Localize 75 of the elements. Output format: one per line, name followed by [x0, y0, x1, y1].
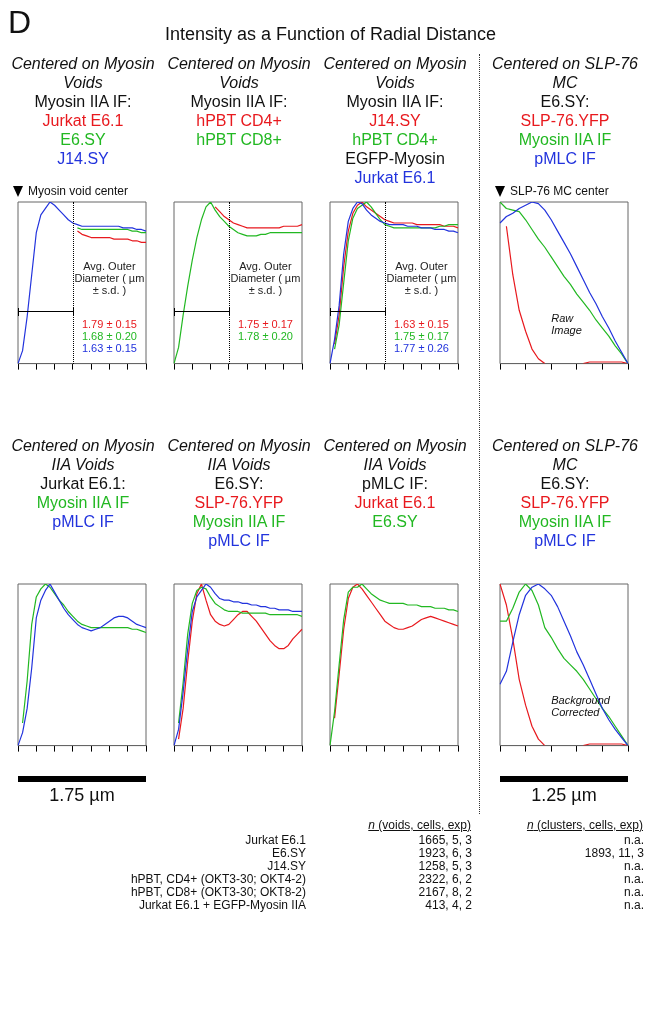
- chart-subtitle: E6.SY:: [539, 474, 591, 493]
- chart-subtitle: E6.SY:: [213, 474, 265, 493]
- text: Myosin IIA IF: [35, 493, 131, 512]
- chart-title: Centered on Myosin Voids: [166, 54, 312, 92]
- text: Myosin IIA IF: [517, 130, 613, 149]
- text: 1665, 5, 3: [417, 833, 472, 847]
- text: J14.SY: [266, 859, 306, 873]
- text: Myosin void center: [28, 184, 129, 198]
- text: pMLC IF: [533, 531, 597, 550]
- x-axis-title: 1.75 µm: [48, 785, 116, 806]
- text: n.a.: [623, 872, 644, 886]
- text: n.a.: [623, 859, 644, 873]
- chart-title: Centered on SLP-76 MC: [491, 54, 639, 92]
- chart-subtitle: Myosin IIA IF:: [345, 92, 445, 111]
- chart-subtitle: Jurkat E6.1:: [39, 474, 127, 493]
- annotation: 1.77 ± 0.26: [392, 342, 450, 355]
- text: Jurkat E6.1 + EGFP-Myosin IIA: [137, 898, 306, 912]
- text: SLP-76.YFP: [519, 493, 611, 512]
- x-axis-title: 1.25 µm: [530, 785, 598, 806]
- annotation: 1.63 ± 0.15: [392, 318, 450, 331]
- text: J14.SY: [368, 111, 422, 130]
- text: E6.SY: [371, 512, 419, 531]
- series-label: Jurkat E6.1: [353, 168, 437, 187]
- text: 413, 4, 2: [424, 898, 472, 912]
- text: hPBT CD4+: [195, 111, 283, 130]
- text: n.a.: [623, 885, 644, 899]
- text: J14.SY: [56, 149, 110, 168]
- annotation: 1.68 ± 0.20: [80, 330, 138, 343]
- chart-title: Centered on Myosin IIA Voids: [166, 436, 312, 474]
- annotation: 1.63 ± 0.15: [80, 342, 138, 355]
- text: Jurkat E6.1: [353, 493, 437, 512]
- annotation: 1.75 ± 0.17: [236, 318, 294, 331]
- chart-title: Centered on Myosin IIA Voids: [10, 436, 156, 474]
- text: hPBT CD8+: [195, 130, 283, 149]
- text: 1258, 5, 3: [417, 859, 472, 873]
- text: Myosin IIA IF: [191, 512, 287, 531]
- text: Myosin IIA IF: [517, 512, 613, 531]
- text: 1923, 6, 3: [417, 846, 472, 860]
- text: 1893, 11, 3: [583, 846, 644, 860]
- text: hPBT, CD4+ (OKT3-30; OKT4-2): [129, 872, 306, 886]
- annotation: 1.75 ± 0.17: [392, 330, 450, 343]
- text: D: [8, 4, 32, 41]
- text: n.a.: [623, 898, 644, 912]
- annotation: Avg. Outer Diameter ( µm ± s.d. ): [385, 260, 457, 297]
- annotation: Avg. Outer Diameter ( µm ± s.d. ): [229, 260, 301, 297]
- annotation: Raw Image: [551, 311, 582, 336]
- text: Jurkat E6.1: [41, 111, 125, 130]
- text: 2322, 6, 2: [417, 872, 472, 886]
- text: n (voids, cells, exp): [368, 818, 471, 832]
- legend-title: EGFP-Myosin: [344, 149, 446, 168]
- text: SLP-76 MC center: [510, 184, 609, 198]
- text: hPBT, CD8+ (OKT3-30; OKT8-2): [129, 885, 306, 899]
- chart-subtitle: E6.SY:: [539, 92, 591, 111]
- text: Intensity as a Function of Radial Distance: [164, 24, 497, 44]
- text: E6.SY: [59, 130, 107, 149]
- annotation: 1.79 ± 0.15: [80, 318, 138, 331]
- text: Jurkat E6.1: [244, 833, 306, 847]
- text: pMLC IF: [51, 512, 115, 531]
- text: E6.SY: [270, 846, 306, 860]
- annotation: 1.78 ± 0.20: [236, 330, 294, 343]
- text: pMLC IF: [207, 531, 271, 550]
- chart-subtitle: Myosin IIA IF:: [189, 92, 289, 111]
- text: SLP-76.YFP: [519, 111, 611, 130]
- text: pMLC IF: [533, 149, 597, 168]
- chart-title: Centered on Myosin Voids: [10, 54, 156, 92]
- text: SLP-76.YFP: [193, 493, 285, 512]
- chart-title: Centered on Myosin Voids: [322, 54, 468, 92]
- chart-subtitle: Myosin IIA IF:: [33, 92, 133, 111]
- text: n.a.: [623, 833, 644, 847]
- chart-title: Centered on SLP-76 MC: [491, 436, 639, 474]
- text: 2167, 8, 2: [417, 885, 472, 899]
- annotation: Avg. Outer Diameter ( µm ± s.d. ): [73, 260, 145, 297]
- chart-subtitle: pMLC IF:: [361, 474, 429, 493]
- text: n (clusters, cells, exp): [526, 818, 643, 832]
- text: hPBT CD4+: [351, 130, 439, 149]
